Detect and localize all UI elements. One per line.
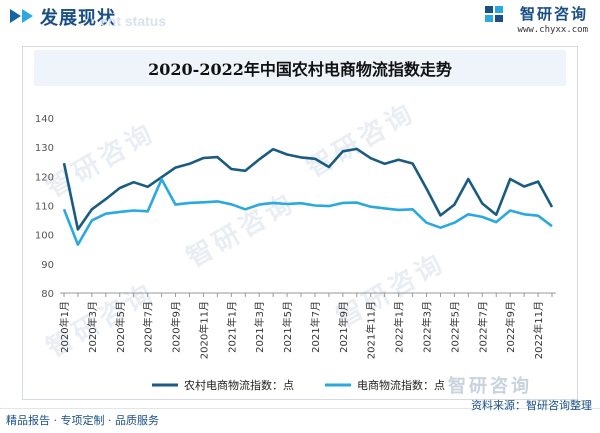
x-tick-label: 2021年7月 (309, 301, 322, 353)
chart-frame (22, 46, 578, 400)
y-tick-label: 80 (41, 289, 54, 300)
brand-logo-icon (485, 6, 503, 22)
x-tick-label: 2020年3月 (86, 301, 99, 353)
chart-title-bar (34, 50, 566, 86)
brand-url: www.chyxx.com (517, 25, 588, 35)
y-tick-label: 110 (35, 202, 54, 213)
series-line-2 (62, 178, 553, 246)
x-tick-label: 2022年3月 (421, 301, 434, 353)
header-triangle-icon-2 (22, 9, 33, 23)
legend-label-2: 电商物流指数：点 (357, 378, 445, 392)
header-triangle-icon (10, 9, 21, 23)
x-tick-label: 2020年7月 (142, 301, 155, 353)
watermark-bottom: 智研咨询 (448, 376, 532, 397)
x-tick-label: 2021年11月 (365, 301, 378, 359)
x-tick-label: 2022年7月 (476, 301, 489, 353)
series-line-1 (62, 147, 554, 231)
section-title-ghost: ent status (100, 13, 167, 29)
x-tick-label: 2022年11月 (532, 301, 545, 359)
section-title: 发展现状 (40, 8, 116, 29)
chart-title: 2020-2022年中国农村电商物流指数走势 (148, 60, 452, 79)
x-tick-label: 2022年9月 (504, 301, 517, 353)
y-tick-label: 90 (41, 260, 54, 271)
y-tick-label: 130 (35, 143, 54, 154)
x-tick-label: 2021年5月 (281, 301, 294, 353)
y-tick-label: 120 (35, 172, 54, 183)
y-tick-label: 140 (35, 114, 54, 125)
legend-label-1: 农村电商物流指数：点 (184, 378, 294, 392)
x-tick-label: 2022年5月 (448, 301, 461, 353)
y-tick-label: 100 (35, 231, 54, 242)
brand: 智研咨询 www.chyxx.com (518, 3, 588, 35)
brand-name: 智研咨询 (519, 5, 588, 23)
x-tick-label: 2022年1月 (393, 301, 406, 353)
x-tick-label: 2020年5月 (114, 301, 127, 353)
source-note: 资料来源：智研咨询整理 (471, 399, 592, 412)
x-tick-label: 2021年3月 (253, 301, 266, 353)
x-tick-label: 2020年1月 (58, 301, 71, 353)
footer-slogan: 精品报告 · 专项定制 · 品质服务 (6, 414, 159, 427)
page-header: 发展现状 ent status 智研咨询 www.chyxx.com (0, 0, 600, 44)
x-tick-label: 2020年9月 (170, 301, 183, 353)
x-tick-label: 2020年11月 (197, 301, 210, 359)
x-tick-label: 2021年9月 (337, 301, 350, 353)
x-tick-label: 2021年1月 (225, 301, 238, 353)
page-footer: 精品报告 · 专项定制 · 品质服务 资料来源：智研咨询整理 (0, 399, 600, 433)
